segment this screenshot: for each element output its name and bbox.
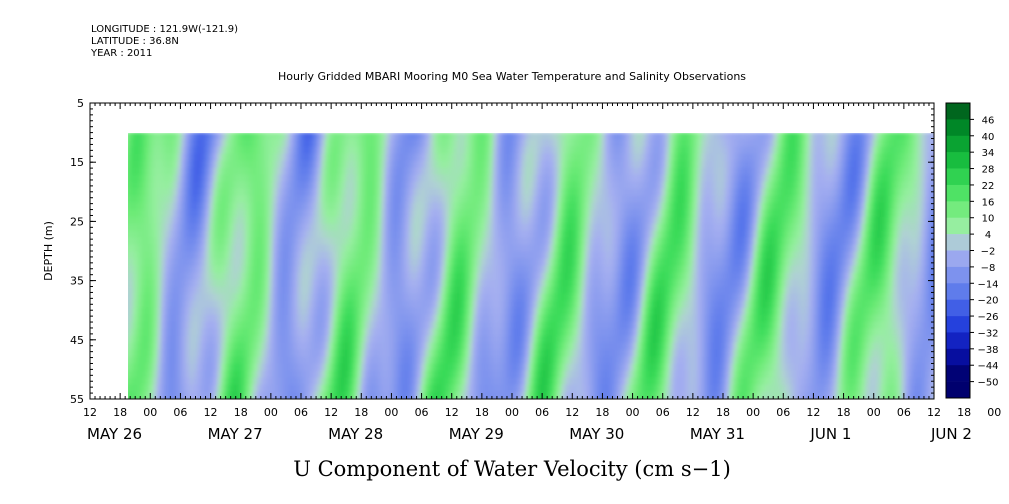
- y-tick-label: 55: [70, 393, 84, 406]
- x-hour-label: 00: [867, 406, 881, 419]
- x-hour-label: 06: [897, 406, 911, 419]
- x-hour-label: 12: [204, 406, 218, 419]
- colorbar-label: 28: [982, 165, 995, 176]
- x-hour-label: 06: [173, 406, 187, 419]
- colorbar-swatch: [946, 348, 970, 366]
- y-axis: 5 15 25 35 45 55: [70, 97, 934, 406]
- colorbar-label: 22: [982, 181, 995, 192]
- x-hour-label: 06: [294, 406, 308, 419]
- x-hour-label: 12: [445, 406, 459, 419]
- colorbar-label: 4: [985, 230, 991, 241]
- colorbar-label: 46: [982, 115, 995, 126]
- x-day-label: JUN 1: [809, 425, 851, 443]
- x-hour-label: 12: [565, 406, 579, 419]
- y-axis-label: DEPTH (m): [42, 221, 55, 281]
- colorbar-swatch: [946, 365, 970, 382]
- y-tick-label: 35: [70, 275, 84, 288]
- x-hour-label: 18: [354, 406, 368, 419]
- colorbar-label: −44: [977, 361, 998, 372]
- colorbar-swatch: [946, 103, 970, 120]
- y-tick-label: 45: [70, 334, 84, 347]
- colorbar-swatch: [946, 217, 970, 235]
- colorbar-swatch: [946, 316, 970, 333]
- x-hour-label: 18: [234, 406, 248, 419]
- colorbar-label: 10: [982, 214, 995, 225]
- colorbar-swatch: [946, 299, 970, 317]
- x-hour-label: 00: [384, 406, 398, 419]
- colorbar-label: −50: [977, 378, 998, 389]
- colorbar: 46 40 34 28 22 16 10 4 −2 −8 −14 −20 −26 −32 −38 −44 −50: [945, 102, 999, 399]
- colorbar-swatch: [946, 168, 970, 186]
- colorbar-swatch: [946, 381, 970, 399]
- x-hour-label: 12: [83, 406, 97, 419]
- colorbar-label: −26: [977, 312, 998, 323]
- x-day-label: JUN 2: [930, 425, 972, 443]
- x-hour-label: 18: [837, 406, 851, 419]
- x-hour-label: 00: [626, 406, 640, 419]
- colorbar-swatch: [946, 184, 970, 202]
- colorbar-label: −2: [981, 247, 996, 258]
- colorbar-label: −20: [977, 296, 998, 307]
- chart-title: Hourly Gridded MBARI Mooring M0 Sea Wate…: [278, 70, 746, 83]
- colorbar-swatch: [946, 266, 970, 284]
- latitude-label: LATITUDE : 36.8N: [91, 36, 179, 47]
- x-hour-label: 00: [987, 406, 1001, 419]
- x-hour-label: 12: [806, 406, 820, 419]
- heatmap-field: [128, 133, 934, 399]
- y-tick-label: 15: [70, 156, 84, 169]
- x-hour-label: 12: [927, 406, 941, 419]
- x-hour-label: 18: [957, 406, 971, 419]
- colorbar-swatch: [946, 250, 970, 268]
- x-axis: 12 18 00 06 12 18 00 06 12 18 00 06 12 18 00 06 12 18 00 06…: [83, 103, 1001, 443]
- colorbar-label: −32: [977, 328, 998, 339]
- x-hour-label: 00: [264, 406, 278, 419]
- x-hour-label: 18: [716, 406, 730, 419]
- x-hour-label: 00: [505, 406, 519, 419]
- colorbar-label: 40: [982, 132, 995, 143]
- x-hour-label: 06: [535, 406, 549, 419]
- x-hour-label: 00: [143, 406, 157, 419]
- x-day-label: MAY 27: [208, 425, 263, 443]
- year-label: YEAR : 2011: [91, 48, 153, 59]
- colorbar-swatch: [946, 152, 970, 169]
- x-hour-label: 18: [595, 406, 609, 419]
- x-hour-label: 06: [776, 406, 790, 419]
- x-day-label: MAY 31: [690, 425, 745, 443]
- colorbar-swatch: [946, 234, 970, 251]
- colorbar-swatch: [946, 135, 970, 153]
- x-hour-label: 18: [475, 406, 489, 419]
- colorbar-label: −38: [977, 345, 998, 356]
- x-day-label: MAY 30: [569, 425, 624, 443]
- colorbar-label: −8: [981, 263, 996, 274]
- colorbar-swatch: [946, 283, 970, 300]
- colorbar-label: 16: [982, 197, 995, 208]
- y-tick-label: 5: [77, 97, 84, 110]
- x-hour-label: 06: [415, 406, 429, 419]
- colorbar-label: −14: [977, 279, 998, 290]
- x-hour-label: 06: [656, 406, 670, 419]
- colorbar-label: 34: [982, 148, 995, 159]
- x-hour-label: 18: [113, 406, 127, 419]
- colorbar-swatch: [946, 332, 970, 350]
- chart-caption: U Component of Water Velocity (cm s−1): [293, 457, 731, 481]
- x-hour-label: 12: [686, 406, 700, 419]
- colorbar-swatch: [946, 119, 970, 137]
- x-day-label: MAY 29: [449, 425, 504, 443]
- y-tick-label: 25: [70, 215, 84, 228]
- x-day-label: MAY 26: [87, 425, 142, 443]
- longitude-label: LONGITUDE : 121.9W(-121.9): [91, 24, 238, 35]
- x-hour-label: 12: [324, 406, 338, 419]
- x-day-label: MAY 28: [328, 425, 383, 443]
- x-hour-label: 00: [746, 406, 760, 419]
- colorbar-swatch: [946, 201, 970, 219]
